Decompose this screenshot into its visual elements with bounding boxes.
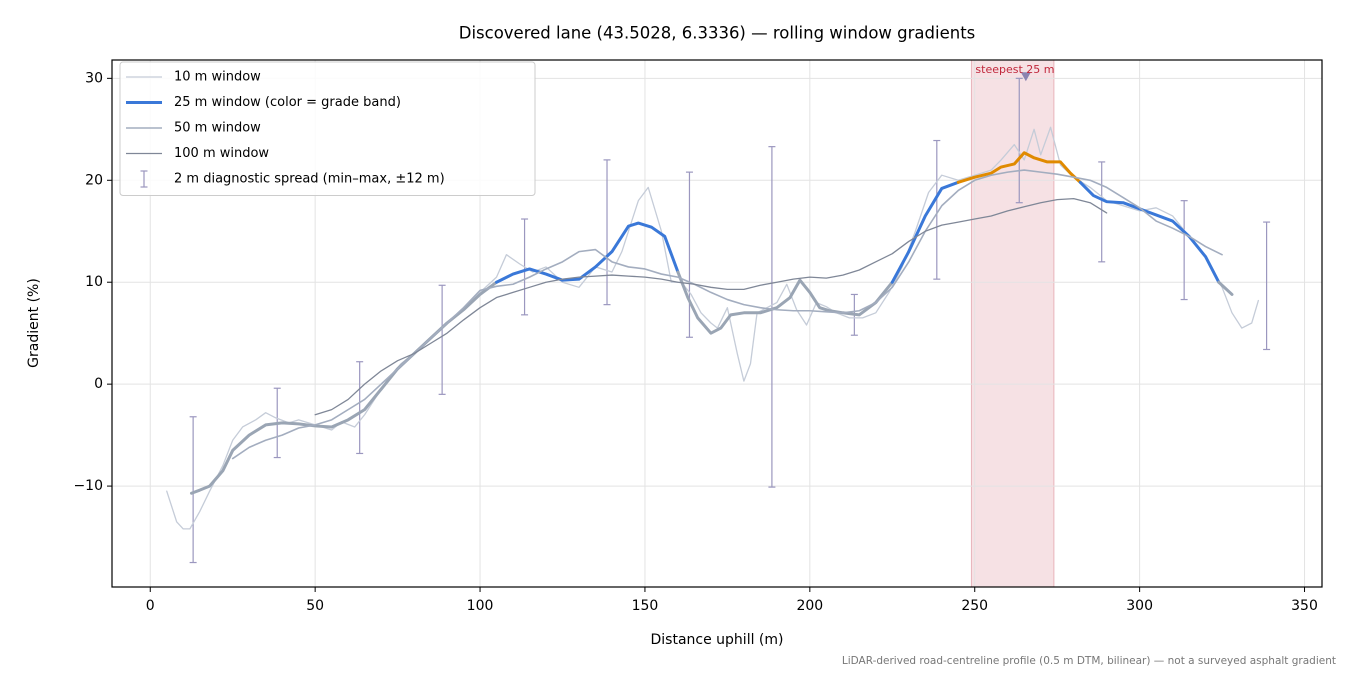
series-line [1078,180,1221,284]
y-tick-label: 30 [85,70,103,86]
series-line [1217,280,1234,296]
footnote: LiDAR-derived road-centreline profile (0… [842,655,1336,667]
legend-label: 50 m window [174,121,261,136]
legend-box [119,61,536,196]
x-tick-label: 50 [306,598,324,614]
x-tick-label: 0 [146,598,155,614]
chart-title: Discovered lane (43.5028, 6.3336) — roll… [459,24,976,43]
series-line [231,169,1223,460]
x-tick-label: 200 [796,598,823,614]
y-tick-label: 0 [94,376,103,392]
y-axis-label: Gradient (%) [26,278,42,368]
plot-frame [111,59,1323,588]
series-line [166,126,1259,530]
legend-label: 25 m window (color = grade band) [174,95,401,110]
x-tick-label: 350 [1291,598,1318,614]
x-tick-label: 150 [632,598,659,614]
series-line [890,180,960,284]
x-tick-label: 100 [467,598,494,614]
highlight-label: steepest 25 m [975,63,1054,76]
legend-label: 10 m window [174,70,261,85]
highlight-span [970,59,1055,588]
y-tick-label: −10 [73,478,103,494]
series-line [314,197,1108,416]
series-line [956,151,1082,184]
legend-label: 2 m diagnostic spread (min–max, ±12 m) [174,172,445,187]
legend-label: 100 m window [174,146,269,161]
y-tick-label: 10 [85,274,103,290]
x-tick-label: 300 [1126,598,1153,614]
y-tick-label: 20 [85,172,103,188]
x-tick-label: 250 [961,598,988,614]
steepest-marker [1020,72,1031,82]
x-axis-label: Distance uphill (m) [651,632,784,648]
series-line [495,221,680,284]
